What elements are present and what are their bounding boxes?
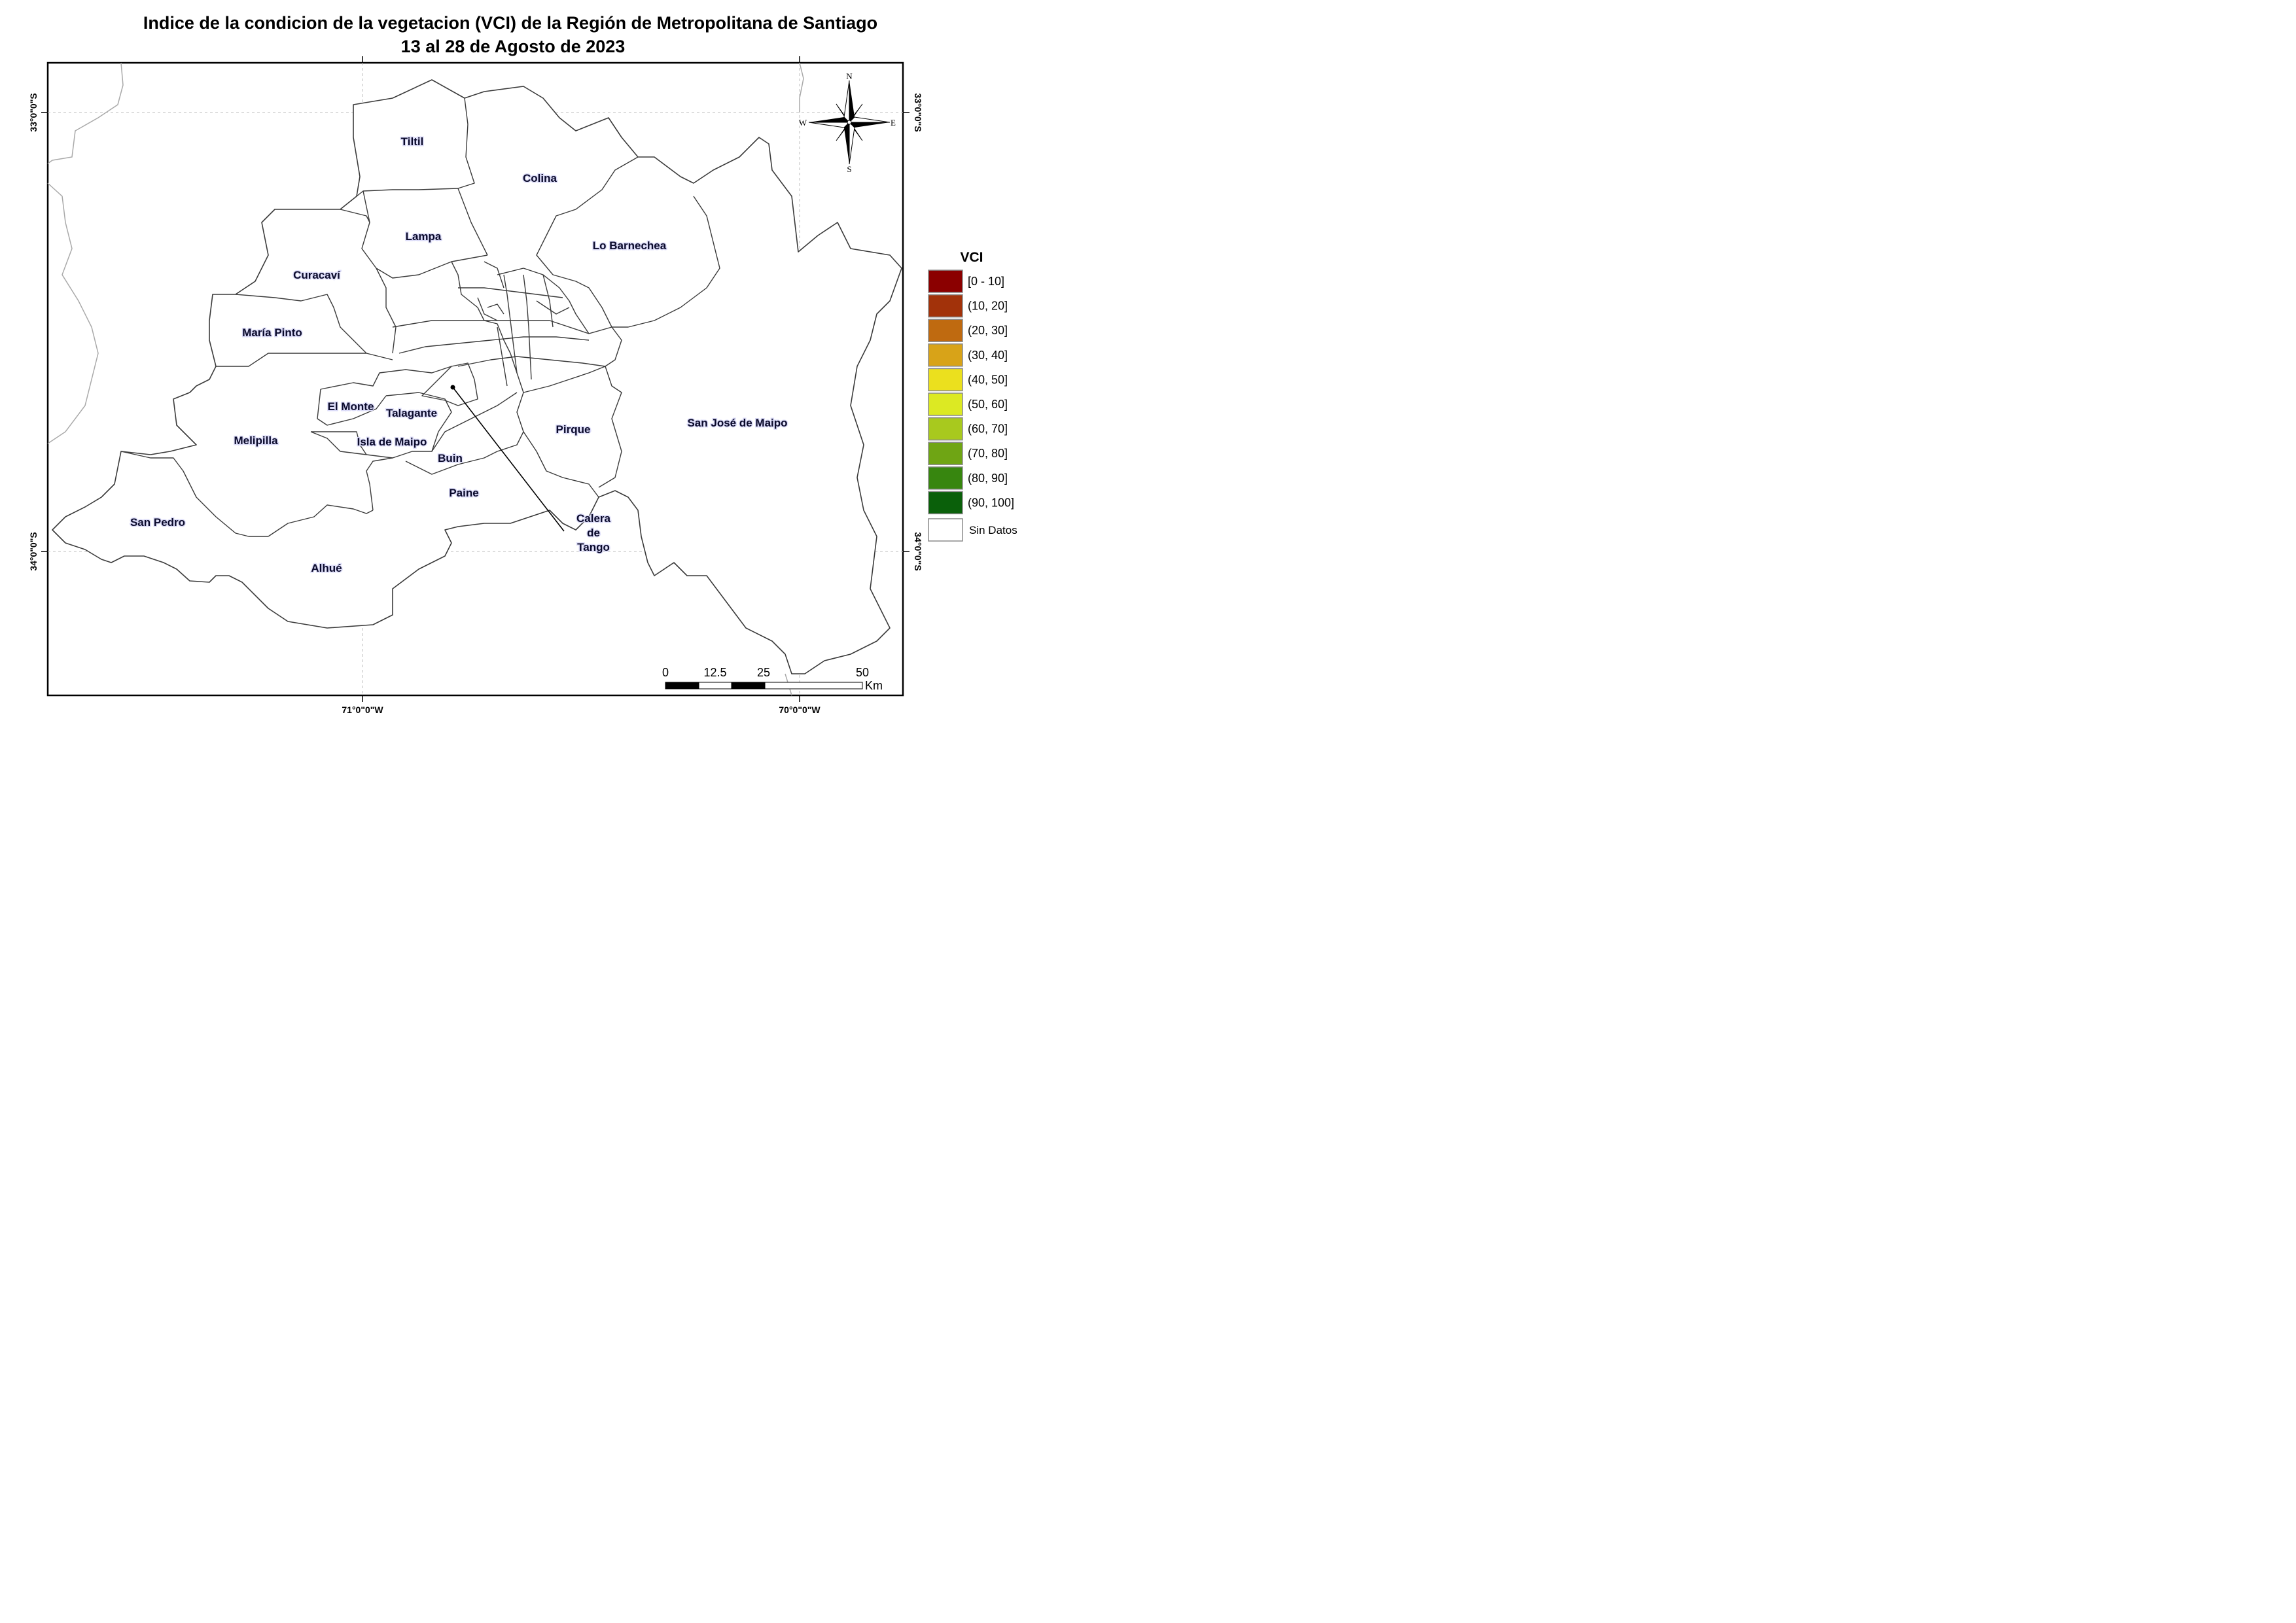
- scale-tick-25: 25: [757, 666, 770, 679]
- scale-tick-12-5: 12.5: [703, 666, 726, 679]
- label-buin: Buin: [438, 452, 463, 464]
- legend-label: (40, 50]: [968, 373, 1008, 386]
- legend-swatch: [928, 442, 963, 465]
- map-title: Indice de la condicion de la vegetacion …: [143, 13, 877, 33]
- label-talagante: Talagante: [386, 407, 437, 419]
- map-subtitle-date: 13 al 28 de Agosto de 2023: [401, 37, 626, 56]
- scale-unit: Km: [865, 679, 883, 692]
- legend-swatch: [928, 466, 963, 490]
- lat-label-top-left: 33°0"0"S: [28, 93, 39, 131]
- label-calera-de-tango-line1: Calera: [576, 512, 611, 525]
- label-paine: Paine: [449, 487, 478, 499]
- label-calera-de-tango-line2: de: [587, 527, 600, 539]
- map-canvas: Indice de la condicion de la vegetacion …: [28, 13, 1017, 715]
- coastline-left: [47, 62, 124, 444]
- label-lo-barnechea: Lo Barnechea: [593, 239, 667, 252]
- label-melipilla: Melipilla: [234, 434, 278, 447]
- comuna-boundaries: [120, 97, 720, 537]
- legend-swatch: [928, 368, 963, 392]
- label-alhue: Alhué: [311, 562, 342, 574]
- lat-label-bottom-left: 34°0"0"S: [28, 532, 39, 570]
- compass-south-label: S: [847, 164, 851, 174]
- label-curacavi: Curacaví: [293, 269, 341, 281]
- legend-swatch: [928, 270, 963, 293]
- legend-label-nodata: Sin Datos: [969, 524, 1017, 536]
- legend-swatch-nodata: [928, 518, 963, 542]
- legend-label: (20, 30]: [968, 324, 1008, 337]
- label-isla-de-maipo: Isla de Maipo: [357, 436, 427, 448]
- scale-bar: [665, 682, 863, 689]
- compass-east-label: E: [891, 118, 896, 128]
- scale-tick-0: 0: [662, 666, 669, 679]
- compass-north-label: N: [846, 71, 853, 81]
- legend-swatch: [928, 417, 963, 441]
- label-maria-pinto: María Pinto: [242, 326, 302, 339]
- label-san-jose-de-maipo: San José de Maipo: [687, 417, 787, 429]
- legend-swatch: [928, 294, 963, 318]
- label-el-monte: El Monte: [328, 400, 374, 413]
- legend-label: (80, 90]: [968, 472, 1008, 485]
- legend-label: (90, 100]: [968, 496, 1014, 509]
- region-metropolitana: [52, 79, 902, 674]
- legend-title: VCI: [960, 250, 983, 265]
- legend-swatch: [928, 319, 963, 342]
- lon-label-left: 71°0"0"W: [342, 705, 383, 715]
- legend-swatch: [928, 343, 963, 367]
- north-arrow-icon: [808, 80, 891, 165]
- legend-label: (60, 70]: [968, 423, 1008, 436]
- lat-label-top-right: 33°0"0"S: [913, 93, 923, 131]
- legend-label: (30, 40]: [968, 349, 1008, 362]
- scale-tick-50: 50: [856, 666, 869, 679]
- label-calera-de-tango-line3: Tango: [577, 541, 610, 553]
- label-san-pedro: San Pedro: [130, 516, 185, 529]
- legend: [0 - 10] (10, 20] (20, 30] (30, 40] (40, 50]…: [928, 270, 1017, 542]
- compass-west-label: W: [799, 118, 807, 128]
- lon-label-right: 70°0"0"W: [779, 705, 821, 715]
- legend-swatch: [928, 491, 963, 515]
- legend-swatch: [928, 393, 963, 416]
- label-colina: Colina: [523, 172, 557, 184]
- legend-label: (10, 20]: [968, 300, 1008, 313]
- legend-label: (70, 80]: [968, 447, 1008, 460]
- legend-label: [0 - 10]: [968, 275, 1004, 288]
- calera-leader-line: [450, 385, 565, 532]
- label-pirque: Pirque: [556, 423, 591, 436]
- label-tiltil: Tiltil: [401, 135, 424, 148]
- lat-label-bottom-right: 34°0"0"S: [913, 532, 923, 570]
- label-lampa: Lampa: [406, 230, 442, 243]
- legend-label: (50, 60]: [968, 398, 1008, 411]
